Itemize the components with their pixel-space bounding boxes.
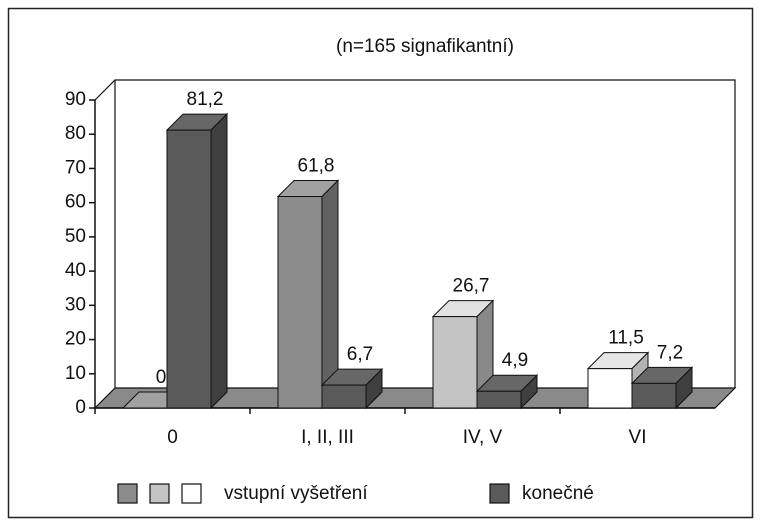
value-label: 61,8: [298, 156, 335, 177]
bar: [166, 129, 212, 409]
bar: [432, 316, 478, 409]
value-label: 4,9: [502, 350, 528, 371]
bar-group: [630, 366, 694, 410]
legend-swatch: [181, 483, 202, 504]
y-tick-label: 80: [65, 123, 86, 144]
x-tick-label: 0: [167, 427, 178, 448]
bar: [321, 384, 367, 409]
bar: [476, 390, 522, 409]
value-label: 7,2: [657, 342, 683, 363]
back-wall: [94, 79, 736, 388]
x-tick-label: I, II, III: [301, 427, 354, 448]
value-label: 11,5: [608, 328, 644, 349]
bar: [587, 368, 633, 409]
x-tick-label: IV, V: [463, 427, 503, 448]
value-label: 81,2: [187, 89, 224, 110]
x-tick-label: VI: [629, 427, 647, 448]
legend-swatch: [117, 483, 138, 504]
legend-label: vstupní vyšetření: [224, 483, 368, 504]
legend-label: konečné: [522, 483, 594, 504]
y-tick-label: 50: [65, 226, 86, 247]
bar-group: [320, 367, 384, 410]
legend-swatch: [149, 483, 170, 504]
y-tick-label: 0: [75, 397, 86, 418]
y-tick-label: 10: [65, 363, 86, 384]
y-tick-label: 70: [65, 157, 86, 178]
y-tick-label: 20: [65, 329, 86, 350]
y-tick-label: 60: [65, 192, 86, 213]
bar: [631, 382, 677, 409]
y-tick-label: 30: [65, 294, 86, 315]
legend-swatch: [489, 483, 510, 504]
frame: [7, 7, 754, 519]
chart-title: (n=165 signafikantní): [336, 36, 514, 57]
bar-group: [165, 112, 229, 410]
bar-group: [475, 374, 539, 410]
value-label: 0: [156, 367, 167, 388]
y-tick-label: 40: [65, 260, 86, 281]
value-label: 26,7: [453, 276, 490, 297]
bar-side: [210, 112, 228, 410]
bar-group: [276, 179, 340, 410]
bar: [277, 196, 323, 409]
value-label: 6,7: [347, 344, 373, 365]
y-tick-label: 90: [65, 89, 86, 110]
